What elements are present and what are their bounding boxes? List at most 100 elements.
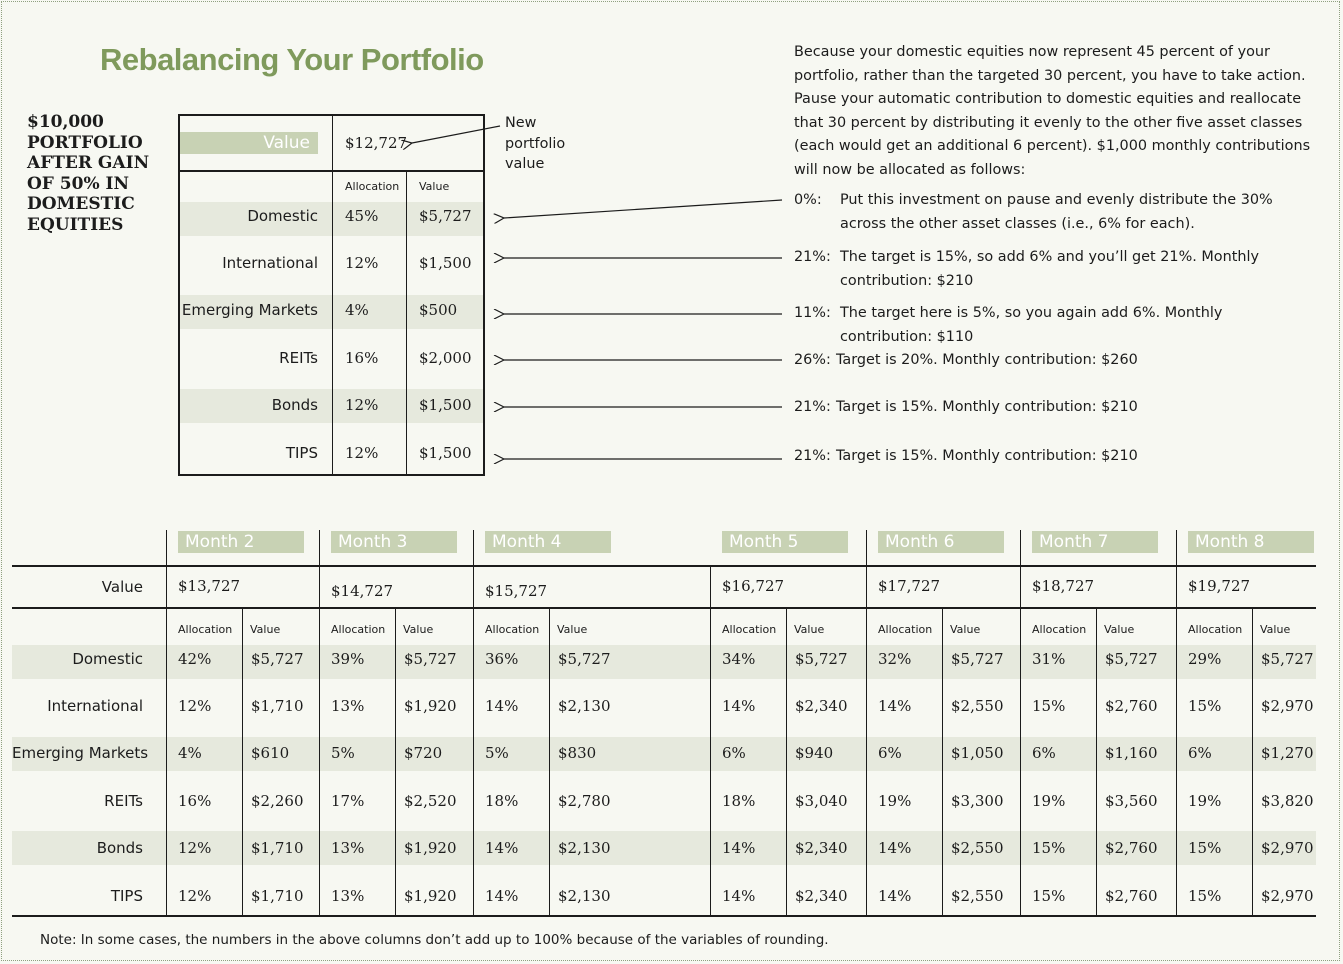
allocation-cell: 31% [1032, 650, 1066, 668]
allocation-cell: 42% [178, 650, 212, 668]
month-header: Month 2 [178, 531, 304, 553]
value-label: Value [263, 133, 310, 153]
col-header-allocation: Allocation [1032, 623, 1087, 636]
band [12, 645, 1316, 679]
explanation-text: The target is 15%, so add 6% and you’ll … [840, 249, 1260, 289]
col-header-value: Value [250, 623, 281, 636]
col-divider [242, 607, 243, 915]
side-title: $10,000 PORTFOLIO AFTER GAIN OF 50% IN D… [27, 112, 150, 235]
table-rule [12, 607, 1316, 609]
allocation-cell: 6% [1032, 744, 1056, 762]
box-border-right [483, 114, 485, 476]
asset-label: International [222, 254, 318, 272]
value-cell: $2,340 [795, 839, 848, 857]
allocation-cell: 5% [485, 744, 509, 762]
month-header: Month 3 [331, 531, 457, 553]
value-cell: $2,340 [795, 697, 848, 715]
asset-label: Emerging Markets [181, 301, 318, 319]
explanation-text: Target is 20%. Monthly contribution: $26… [836, 352, 1138, 368]
explanation-text: The target here is 5%, so you again add … [840, 305, 1223, 345]
asset-label: Domestic [72, 650, 143, 668]
allocation-cell: 15% [1032, 697, 1066, 715]
month-value: $14,727 [331, 582, 394, 600]
col-divider [406, 170, 407, 476]
box-border-bottom [178, 474, 485, 476]
allocation-cell: 15% [1188, 697, 1222, 715]
allocation-cell: 16% [178, 792, 212, 810]
value-cell: $2,520 [404, 792, 457, 810]
value-row-label: Value [101, 578, 143, 596]
current-value: $12,727 [345, 134, 408, 152]
group-divider [166, 530, 167, 915]
allocation-cell: 12% [178, 887, 212, 905]
month-value: $18,727 [1032, 577, 1095, 595]
value-cell: $1,050 [951, 744, 1004, 762]
allocation-cell: 18% [722, 792, 756, 810]
value-cell: $2,340 [795, 887, 848, 905]
asset-label: Bonds [271, 396, 318, 414]
col-header-value: Value [950, 623, 981, 636]
explanation-item: 21%: Target is 15%. Monthly contribution:… [794, 445, 1314, 495]
explanation-text: Put this investment on pause and evenly … [840, 192, 1273, 232]
value-cell: $2,130 [558, 887, 611, 905]
value-cell: $2,130 [558, 697, 611, 715]
month-value: $16,727 [722, 577, 785, 595]
asset-label: TIPS [285, 444, 318, 462]
band [12, 831, 1316, 865]
month-value: $13,727 [178, 577, 241, 595]
value-cell: $1,500 [419, 254, 472, 272]
month-value: $19,727 [1188, 577, 1251, 595]
col-divider [1096, 607, 1097, 915]
description: Because your domestic equities now repre… [794, 44, 1311, 178]
allocation-cell: 15% [1188, 839, 1222, 857]
col-divider [786, 607, 787, 915]
allocation-cell: 14% [878, 697, 912, 715]
value-cell: $1,710 [251, 839, 304, 857]
value-cell: $1,500 [419, 444, 472, 462]
value-cell: $3,820 [1261, 792, 1314, 810]
explanation-item: 0%: Put this investment on pause and even… [794, 189, 1314, 239]
month-value: $17,727 [878, 577, 941, 595]
col-header-allocation: Allocation [722, 623, 777, 636]
allocation-cell: 14% [722, 839, 756, 857]
allocation-cell: 12% [178, 839, 212, 857]
col-header-value: Value [794, 623, 825, 636]
value-cell: $5,727 [558, 650, 611, 668]
asset-label: International [47, 697, 143, 715]
month-header: Month 4 [485, 531, 611, 553]
value-cell: $2,970 [1261, 887, 1314, 905]
allocation-cell: 19% [1188, 792, 1222, 810]
value-cell: $1,920 [404, 887, 457, 905]
explanation-percent: 26%: [794, 352, 831, 368]
allocation-cell: 15% [1188, 887, 1222, 905]
allocation-cell: 17% [331, 792, 365, 810]
col-divider [549, 607, 550, 915]
allocation-cell: 13% [331, 887, 365, 905]
col-header-value: Value [1104, 623, 1135, 636]
value-cell: $500 [419, 301, 458, 319]
explanation-text: Target is 15%. Monthly contribution: $21… [836, 399, 1138, 415]
value-cell: $3,300 [951, 792, 1004, 810]
explanation-percent: 21%: [794, 448, 831, 464]
col-divider [332, 114, 333, 476]
value-cell: $720 [404, 744, 443, 762]
value-cell: $2,760 [1105, 887, 1158, 905]
explanation-text: Target is 15%. Monthly contribution: $21… [836, 448, 1138, 464]
allocation-cell: 14% [485, 697, 519, 715]
allocation-cell: 14% [878, 887, 912, 905]
table-rule [12, 565, 1316, 567]
allocation-cell: 36% [485, 650, 519, 668]
value-cell: $1,500 [419, 396, 472, 414]
value-cell: $5,727 [951, 650, 1004, 668]
asset-label: REITs [279, 349, 318, 367]
allocation-cell: 14% [722, 887, 756, 905]
value-cell: $2,550 [951, 839, 1004, 857]
explanation-percent: 21%: [794, 399, 831, 415]
allocation-cell: 34% [722, 650, 756, 668]
allocation-cell: 14% [485, 887, 519, 905]
value-cell: $5,727 [1105, 650, 1158, 668]
month-header: Month 7 [1032, 531, 1158, 553]
explanation-item: 21%: The target is 15%, so add 6% and you… [794, 246, 1314, 296]
month-header: Month 5 [722, 531, 848, 553]
page-title: Rebalancing Your Portfolio [100, 42, 484, 77]
